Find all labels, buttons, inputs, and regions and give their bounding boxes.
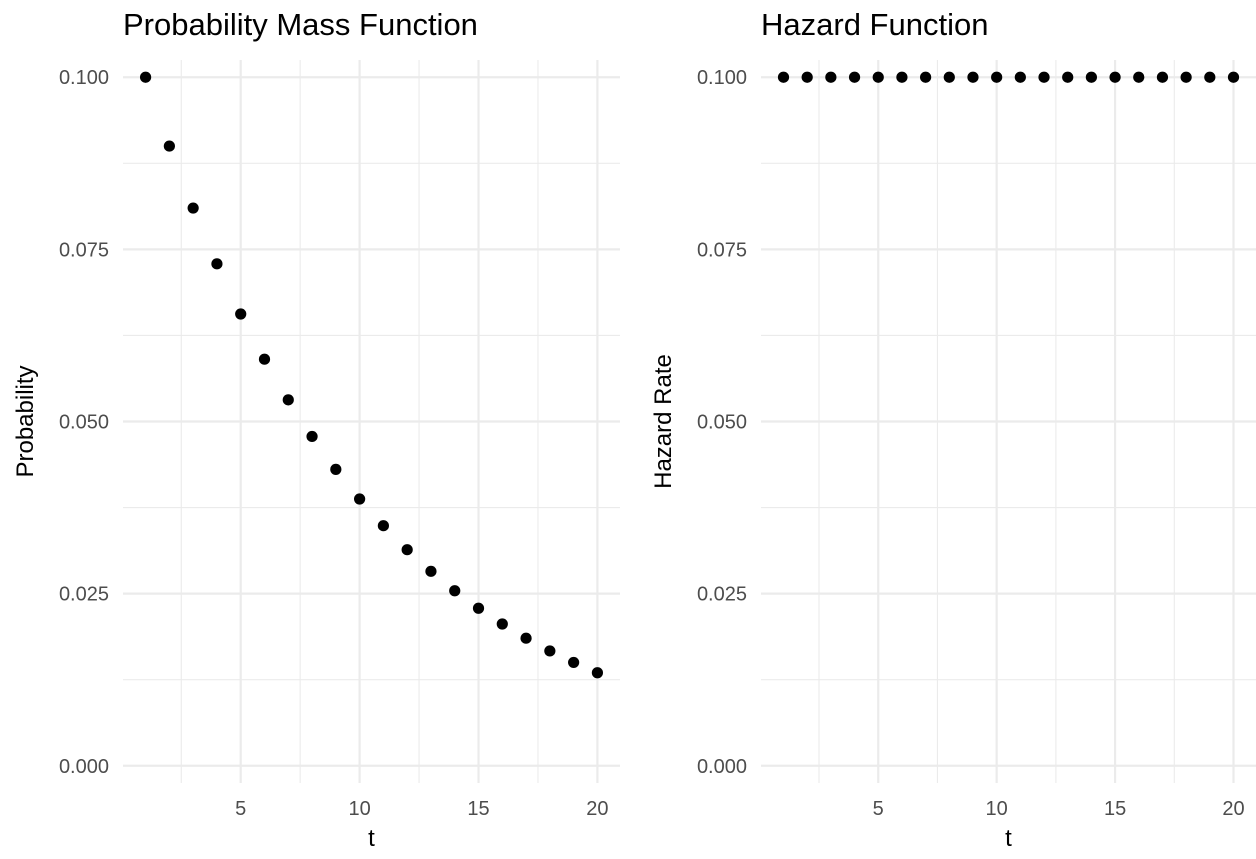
pmf-gridlines (123, 60, 620, 783)
hazard-data-point (1156, 71, 1169, 83)
hazard-data-point (991, 71, 1003, 83)
hazard-data-point (848, 71, 861, 83)
hazard-title: Hazard Function (761, 7, 988, 42)
pmf-data-point (377, 520, 389, 532)
pmf-data-point (163, 140, 175, 152)
hazard-x-tick-label: 20 (1222, 798, 1244, 820)
hazard-data-point (920, 71, 932, 83)
pmf-data-point (354, 493, 366, 505)
pmf-y-tick-label: 0.000 (59, 756, 109, 778)
hazard-x-axis-title: t (1005, 825, 1012, 852)
pmf-data-point (568, 656, 580, 669)
hazard-y-tick-label: 0.100 (697, 67, 747, 89)
pmf-data-point (282, 394, 294, 406)
hazard-data-point (1227, 71, 1240, 83)
hazard-y-tick-label: 0.050 (697, 412, 747, 434)
pmf-y-tick-label: 0.050 (59, 412, 109, 434)
hazard-data-point (896, 71, 908, 83)
pmf-x-tick-label: 20 (586, 798, 608, 820)
pmf-data-point (425, 565, 437, 577)
hazard-data-point (872, 71, 884, 83)
hazard-data-point (825, 71, 837, 83)
hazard-points (777, 71, 1240, 83)
hazard-y-tick-label: 0.025 (697, 584, 747, 606)
pmf-y-tick-label: 0.075 (59, 239, 109, 261)
hazard-data-point (1062, 71, 1074, 83)
pmf-points (139, 71, 604, 679)
pmf-x-tick-labels: 5 10 15 20 (235, 798, 608, 820)
pmf-title: Probability Mass Function (123, 7, 478, 42)
hazard-data-point (1038, 71, 1050, 83)
pmf-x-axis-title: t (368, 825, 375, 852)
pmf-y-tick-label: 0.100 (59, 67, 109, 89)
hazard-data-point (943, 71, 955, 83)
pmf-data-point (591, 667, 604, 679)
hazard-data-point (1204, 71, 1216, 83)
hazard-y-tick-label: 0.075 (697, 239, 747, 261)
pmf-data-point (330, 463, 342, 475)
hazard-data-point (1180, 71, 1192, 83)
pmf-data-point (211, 258, 223, 270)
hazard-x-tick-label: 5 (873, 798, 884, 820)
pmf-y-axis-title: Probability (12, 365, 39, 477)
pmf-x-tick-label: 10 (348, 798, 370, 820)
hazard-y-tick-label: 0.000 (697, 756, 747, 778)
hazard-x-tick-labels: 5 10 15 20 (873, 798, 1245, 820)
hazard-data-point (1133, 71, 1145, 83)
pmf-data-point (187, 202, 199, 214)
pmf-data-point (472, 602, 485, 614)
hazard-panel: Hazard Function 0.000 0.025 0.050 0.075 … (650, 7, 1256, 852)
pmf-x-tick-label: 5 (235, 798, 246, 820)
pmf-data-point (306, 430, 318, 443)
hazard-data-point (1109, 71, 1121, 83)
hazard-x-tick-label: 15 (1104, 798, 1126, 820)
pmf-y-tick-label: 0.025 (59, 584, 109, 606)
hazard-gridlines (761, 60, 1256, 783)
pmf-data-point (496, 618, 508, 630)
pmf-data-point (449, 585, 461, 597)
pmf-data-point (235, 308, 247, 320)
hazard-data-point (801, 71, 813, 83)
hazard-data-point (777, 71, 790, 83)
pmf-x-tick-label: 15 (467, 798, 489, 820)
hazard-x-tick-label: 10 (986, 798, 1008, 820)
pmf-y-tick-labels: 0.000 0.025 0.050 0.075 0.100 (59, 67, 109, 778)
pmf-data-point (139, 71, 152, 83)
hazard-y-tick-labels: 0.000 0.025 0.050 0.075 0.100 (697, 67, 747, 778)
pmf-data-point (258, 353, 271, 365)
pmf-data-point (401, 544, 413, 556)
hazard-y-axis-title: Hazard Rate (650, 354, 677, 489)
hazard-data-point (1014, 71, 1026, 83)
pmf-data-point (544, 645, 556, 657)
pmf-panel: Probability Mass Function 0.000 0.025 0.… (12, 7, 620, 852)
hazard-data-point (1085, 71, 1097, 83)
pmf-data-point (520, 632, 532, 644)
hazard-data-point (967, 71, 979, 83)
